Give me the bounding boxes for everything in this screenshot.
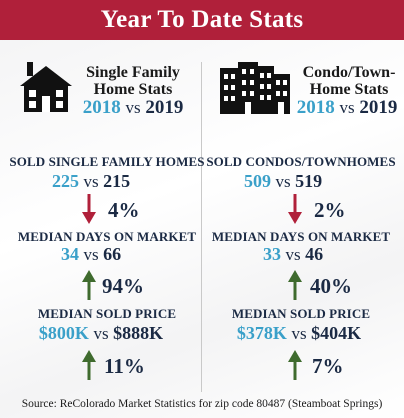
column-heading: Condo/Town- Home Stats [302, 64, 396, 98]
percent-change: 4% [108, 198, 140, 222]
stat-value: 33 vs 46 [262, 244, 324, 264]
arrow-up-icon [82, 350, 96, 380]
stat-value: $378K vs $404K [236, 323, 362, 343]
stat-label: MEDIAN DAYS ON MARKET [17, 229, 197, 244]
stat-label: SOLD CONDOS/TOWNHOMES [206, 154, 396, 169]
stat-label: MEDIAN SOLD PRICE [37, 306, 177, 321]
stat-value: 34 vs 66 [60, 244, 122, 264]
column-divider [201, 62, 202, 392]
stat-value: $800K vs $888K [38, 323, 164, 343]
source-note: Source: ReColorado Market Statistics for… [21, 398, 383, 410]
arrow-down-icon [288, 194, 302, 224]
year-comparison: 2018 vs 2019 [82, 97, 184, 118]
house-icon [20, 62, 72, 112]
percent-change: 11% [104, 354, 145, 378]
stat-value: 225 vs 215 [51, 171, 131, 191]
arrow-up-icon [288, 350, 302, 380]
condo-townhome-column: Condo/Town- Home Stats 2018 vs 2019 SOLD… [202, 40, 404, 400]
percent-change: 7% [312, 354, 344, 378]
townhomes-icon [220, 62, 290, 114]
percent-change: 2% [314, 198, 346, 222]
arrow-up-icon [82, 270, 96, 300]
percent-change: 94% [102, 274, 144, 298]
single-family-column: Single Family Home Stats 2018 vs 2019 SO… [0, 40, 204, 400]
stat-label: MEDIAN SOLD PRICE [231, 306, 371, 321]
percent-change: 40% [310, 274, 352, 298]
stat-label: MEDIAN DAYS ON MARKET [211, 229, 391, 244]
stat-label: SOLD SINGLE FAMILY HOMES [9, 154, 205, 169]
arrow-down-icon [82, 194, 96, 224]
page-title: Year To Date Stats [0, 0, 404, 40]
year-comparison: 2018 vs 2019 [296, 97, 398, 118]
arrow-up-icon [288, 270, 302, 300]
stat-value: 509 vs 519 [243, 171, 323, 191]
column-heading: Single Family Home Stats [86, 64, 180, 98]
